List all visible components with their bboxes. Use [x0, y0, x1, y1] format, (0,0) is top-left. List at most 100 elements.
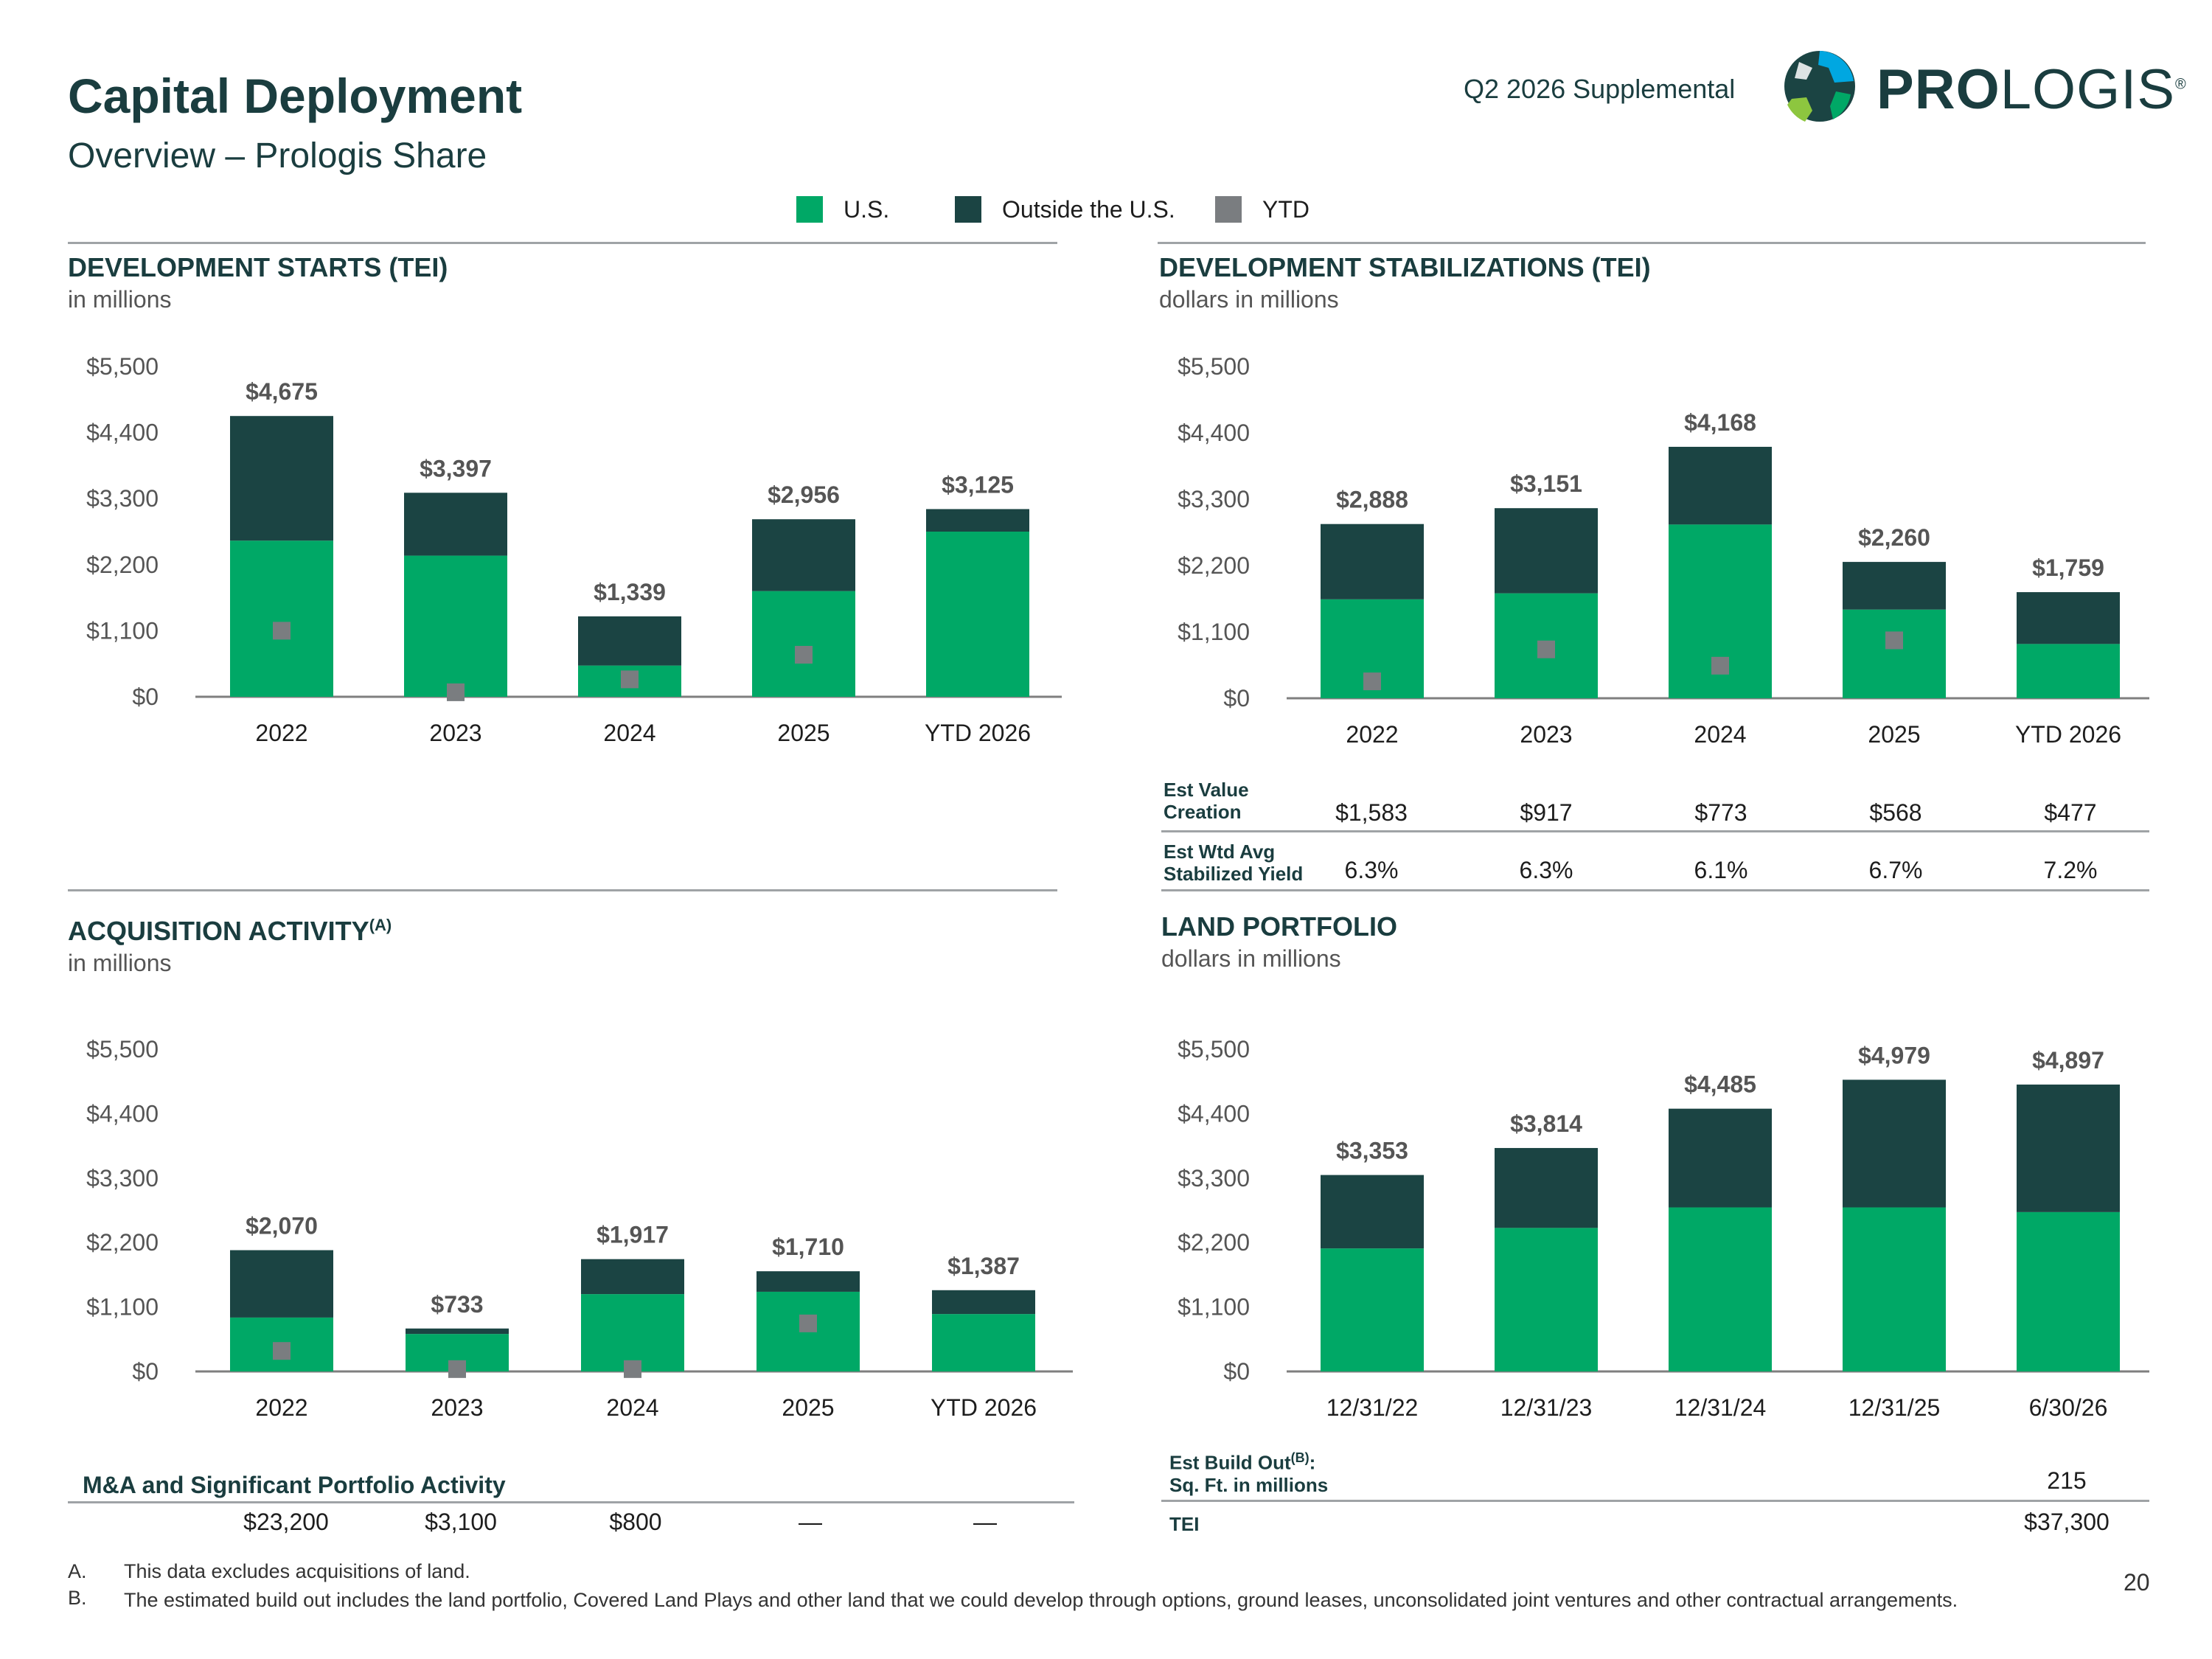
value-creation-2024: $773	[1694, 799, 1747, 826]
bar-segment-outside	[757, 1271, 860, 1292]
ytd-marker	[1711, 656, 1729, 675]
bar-segment-us	[752, 591, 855, 697]
build-out-value: 215	[2047, 1467, 2087, 1494]
y-tick-label: $2,200	[1178, 1229, 1250, 1256]
bar-segment-outside	[1495, 1147, 1598, 1228]
build-out-label-colon: :	[1309, 1451, 1316, 1474]
stab-table-divider-2	[1161, 889, 2149, 891]
bar-total-label: $1,339	[594, 579, 666, 605]
ma-activity-title: M&A and Significant Portfolio Activity	[83, 1472, 506, 1498]
bar-segment-us	[1843, 1207, 1946, 1371]
acquisitions-title-footnote: (A)	[369, 916, 392, 934]
x-category-label: 6/30/26	[2029, 1394, 2108, 1421]
bar-segment-outside	[1843, 562, 1946, 610]
bar-segment-us	[581, 1294, 684, 1371]
legend-swatch-us	[796, 196, 823, 223]
ytd-marker	[273, 1342, 291, 1360]
ytd-marker	[273, 622, 291, 640]
x-category-label: 2025	[1868, 721, 1920, 748]
bar-segment-us	[932, 1314, 1035, 1371]
x-category-label: 2024	[603, 720, 655, 746]
bar-segment-outside	[926, 509, 1029, 532]
ma-value-2025: —	[799, 1509, 822, 1535]
footnote-b-text: The estimated build out includes the lan…	[124, 1589, 1958, 1611]
bar-total-label: $4,979	[1858, 1042, 1930, 1068]
bar-segment-us	[926, 532, 1029, 697]
x-category-label: 12/31/25	[1848, 1394, 1941, 1421]
y-tick-label: $2,200	[86, 1229, 159, 1256]
ma-table-divider	[68, 1501, 1074, 1503]
bar-segment-us	[230, 540, 333, 697]
value-creation-2023: $917	[1520, 799, 1573, 826]
ytd-marker	[448, 1360, 466, 1378]
stabilized-yield-label-line2: Stabilized Yield	[1164, 863, 1304, 885]
page-title: Capital Deployment	[68, 69, 523, 123]
y-tick-label: $4,400	[1178, 420, 1250, 446]
ma-value-2022: $23,200	[243, 1509, 329, 1535]
bar-segment-us	[2017, 644, 2120, 698]
ytd-marker	[624, 1360, 641, 1378]
bar-total-label: $1,759	[2032, 554, 2104, 581]
bar-segment-us	[2017, 1211, 2120, 1371]
bar-segment-outside	[581, 1259, 684, 1295]
value-creation-label-line2: Creation	[1164, 801, 1242, 823]
value-creation-label: Est Value Creation	[1164, 779, 1249, 823]
x-category-label: 2022	[1346, 721, 1398, 748]
y-tick-label: $4,400	[1178, 1100, 1250, 1127]
bar-segment-outside	[1321, 1175, 1424, 1249]
bar-segment-outside	[404, 493, 507, 556]
bar-total-label: $1,917	[597, 1222, 669, 1248]
ytd-marker	[1885, 631, 1903, 650]
x-category-label: 2023	[429, 720, 481, 746]
divider-mid-left	[68, 889, 1057, 891]
legend-swatch-ytd	[1215, 196, 1242, 223]
ytd-marker	[621, 670, 639, 689]
bar-total-label: $3,814	[1510, 1110, 1582, 1137]
y-tick-label: $0	[1223, 1358, 1250, 1385]
starts-unit: in millions	[68, 286, 172, 313]
acquisitions-title-text: ACQUISITION ACTIVITY	[68, 916, 369, 946]
acquisitions-unit: in millions	[68, 950, 172, 976]
stabilized-yield-label-line1: Est Wtd Avg	[1164, 841, 1276, 863]
x-category-label: 2022	[255, 720, 307, 746]
acquisitions-title: ACQUISITION ACTIVITY(A)	[68, 916, 392, 947]
bar-total-label: $3,353	[1336, 1138, 1408, 1164]
legend-item-ytd: YTD	[1215, 193, 1310, 226]
value-creation-2025: $568	[1869, 799, 1922, 826]
page-subtitle: Overview – Prologis Share	[68, 136, 487, 175]
page-number: 20	[2124, 1569, 2150, 1596]
footnote-a-text: This data excludes acquisitions of land.	[124, 1560, 470, 1582]
x-category-label: 2022	[255, 1394, 307, 1421]
build-out-label: Est Build Out(B): Sq. Ft. in millions	[1169, 1447, 1328, 1496]
bar-segment-us	[1669, 1207, 1772, 1371]
y-tick-label: $1,100	[86, 617, 159, 644]
bar-total-label: $2,888	[1336, 487, 1408, 513]
y-tick-label: $5,500	[86, 1036, 159, 1062]
ma-value-ytd2026: —	[973, 1509, 997, 1535]
ytd-marker	[795, 645, 813, 664]
bar-total-label: $2,956	[768, 481, 840, 508]
ma-value-2023: $3,100	[425, 1509, 497, 1535]
legend-item-us: U.S.	[796, 193, 889, 226]
value-creation-ytd2026: $477	[2044, 799, 2097, 826]
x-category-label: 2023	[1520, 721, 1572, 748]
y-tick-label: $2,200	[86, 552, 159, 578]
tei-label: TEI	[1169, 1513, 1200, 1535]
brand-logo-rest: LOGIS	[2000, 58, 2176, 121]
y-tick-label: $1,100	[1178, 1294, 1250, 1321]
stabilizations-title: DEVELOPMENT STABILIZATIONS (TEI)	[1159, 252, 1651, 282]
ytd-marker	[799, 1314, 817, 1332]
tei-value: $37,300	[2024, 1509, 2110, 1535]
bar-segment-outside	[406, 1328, 509, 1335]
y-tick-label: $0	[1223, 685, 1250, 712]
starts-title: DEVELOPMENT STARTS (TEI)	[68, 252, 448, 282]
y-tick-label: $3,300	[1178, 486, 1250, 512]
bar-segment-us	[1495, 1228, 1598, 1371]
bar-segment-outside	[1495, 508, 1598, 594]
bar-total-label: $3,125	[942, 471, 1014, 498]
bar-segment-outside	[1321, 524, 1424, 599]
x-category-label: 2024	[1694, 721, 1746, 748]
stabilized-yield-2022: 6.3%	[1344, 857, 1399, 883]
y-tick-label: $3,300	[86, 1165, 159, 1192]
stabilizations-unit: dollars in millions	[1159, 286, 1339, 313]
